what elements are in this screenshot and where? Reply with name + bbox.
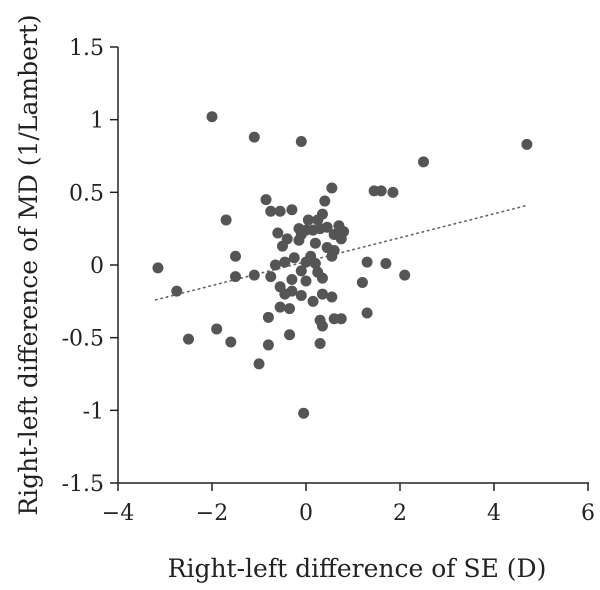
trendline-layer: [154, 204, 528, 301]
y-tick-label: 1: [90, 109, 104, 134]
data-point: [335, 233, 347, 245]
data-point: [269, 259, 281, 271]
data-point: [314, 337, 326, 349]
data-point: [309, 258, 321, 270]
data-point: [230, 250, 241, 262]
data-point: [220, 214, 232, 226]
y-tick-label: -0.5: [62, 327, 104, 352]
data-point: [295, 265, 307, 277]
data-point: [307, 295, 319, 307]
data-point: [295, 290, 307, 302]
data-point: [206, 111, 218, 123]
data-point: [335, 313, 347, 325]
y-tick-label: -1: [83, 399, 104, 424]
data-point: [312, 214, 324, 226]
data-point: [248, 131, 260, 143]
data-point: [260, 194, 272, 206]
data-point: [293, 234, 305, 246]
x-tick-label: 4: [487, 501, 501, 526]
data-point: [279, 256, 291, 268]
data-point: [316, 272, 328, 284]
data-point: [380, 258, 392, 270]
data-point: [248, 269, 260, 281]
data-point: [262, 311, 274, 323]
data-point: [387, 186, 399, 198]
data-point: [326, 250, 338, 262]
data-point: [265, 205, 277, 217]
data-point: [277, 240, 288, 252]
y-tick-label: 1.5: [69, 36, 104, 61]
data-point: [284, 303, 296, 315]
data-point: [211, 323, 223, 335]
data-point: [302, 214, 314, 226]
data-point: [265, 271, 277, 283]
data-point: [274, 205, 286, 217]
x-ticks: −4 −2 0 2 4 6: [102, 483, 595, 526]
data-point: [300, 275, 312, 287]
data-point: [300, 256, 312, 268]
data-point: [361, 307, 373, 319]
data-point: [262, 339, 274, 351]
data-point: [309, 237, 321, 249]
data-point: [316, 288, 328, 300]
data-point: [375, 185, 387, 197]
data-point: [319, 195, 331, 207]
data-point: [286, 274, 298, 286]
data-point: [288, 252, 300, 264]
x-tick-label: −4: [102, 501, 134, 526]
y-axis-title: Right-left difference of MD (1/Lambert): [14, 14, 43, 515]
data-point: [418, 156, 429, 168]
x-tick-label: 0: [299, 501, 313, 526]
data-point: [286, 204, 298, 216]
data-point: [361, 256, 373, 268]
data-point: [225, 336, 237, 348]
x-tick-label: 6: [581, 501, 595, 526]
data-point: [295, 135, 307, 147]
trendline: [154, 204, 528, 301]
data-point: [274, 301, 286, 313]
y-tick-label: 0: [90, 254, 104, 279]
data-point: [326, 182, 338, 194]
data-point: [253, 358, 265, 370]
data-point: [298, 407, 310, 419]
data-point: [314, 223, 326, 235]
y-ticks: 1.5 1 0.5 0 -0.5 -1 -1.5: [62, 36, 118, 497]
data-point: [326, 291, 338, 303]
data-point: [521, 138, 533, 150]
x-tick-label: −2: [196, 501, 228, 526]
data-point: [279, 288, 291, 300]
x-tick-label: 2: [393, 501, 407, 526]
data-point: [272, 227, 284, 239]
data-point: [183, 333, 194, 345]
points-layer: [152, 111, 533, 419]
data-point: [171, 285, 183, 297]
data-point: [316, 320, 328, 332]
data-point: [152, 262, 164, 274]
data-point: [284, 329, 296, 341]
x-axis-title: Right-left difference of SE (D): [168, 554, 547, 583]
data-point: [230, 271, 241, 283]
y-tick-label: 0.5: [69, 181, 104, 206]
data-point: [356, 276, 368, 288]
y-tick-label: -1.5: [62, 472, 104, 497]
data-point: [399, 269, 411, 281]
